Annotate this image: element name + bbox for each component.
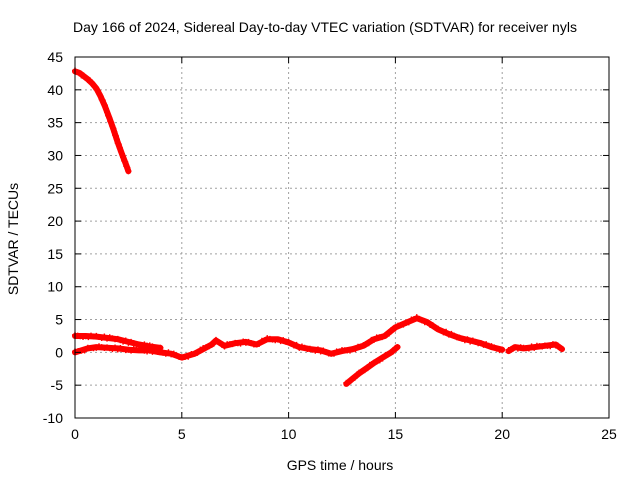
data-point-marker <box>123 163 130 170</box>
data-point-marker <box>112 132 119 139</box>
data-point-marker <box>113 136 120 143</box>
data-point-marker <box>371 359 378 366</box>
series-arc-lower <box>72 314 506 361</box>
data-point-marker <box>97 93 104 100</box>
data-point-marker <box>121 157 128 164</box>
axes: 0 5 10 15 20 25 -10 -5 0 5 10 15 20 25 30 35 40 45 <box>43 49 617 442</box>
data-point-marker <box>106 114 113 121</box>
data-point-marker <box>99 97 106 104</box>
y-tick-label: 20 <box>47 213 63 229</box>
y-tick-label: -10 <box>43 410 63 426</box>
data-point-marker <box>385 330 392 337</box>
chart-title: Day 166 of 2024, Sidereal Day-to-day VTE… <box>73 19 577 35</box>
series-late-segment <box>505 341 566 355</box>
x-tick-label: 5 <box>178 426 186 442</box>
y-axis-label: SDTVAR / TECUs <box>5 183 21 295</box>
data-point-marker <box>115 141 122 148</box>
data-point-marker <box>98 96 105 103</box>
y-tick-label: 5 <box>55 312 63 328</box>
data-point-marker <box>91 83 98 90</box>
data-point-marker <box>81 347 88 354</box>
x-tick-label: 25 <box>601 426 617 442</box>
data-point-marker <box>110 125 117 132</box>
data-point-marker <box>124 164 131 171</box>
data-point-marker <box>125 168 132 175</box>
data-point-marker <box>116 144 123 151</box>
data-point-marker <box>351 374 358 381</box>
data-point-marker <box>200 345 207 352</box>
data-point-marker <box>191 350 198 357</box>
data-point-marker <box>107 118 114 125</box>
x-tick-label: 0 <box>71 426 79 442</box>
data-point-marker <box>118 150 125 157</box>
y-tick-label: -5 <box>51 377 64 393</box>
data-point-marker <box>394 344 401 351</box>
data-point-marker <box>512 344 519 351</box>
x-tick-label: 20 <box>494 426 510 442</box>
y-tick-label: 35 <box>47 115 63 131</box>
data-point-marker <box>102 105 109 112</box>
data-point-marker <box>256 340 263 347</box>
data-point-marker <box>203 344 210 351</box>
data-point-marker <box>390 348 397 355</box>
x-tick-label: 10 <box>281 426 297 442</box>
data-point-marker <box>113 133 120 140</box>
data-point-marker <box>210 340 217 347</box>
data-point-marker <box>111 128 118 135</box>
data-point-marker <box>104 109 111 116</box>
y-tick-label: 25 <box>47 180 63 196</box>
data-point-marker <box>559 346 566 353</box>
x-tick-label: 15 <box>388 426 404 442</box>
data-point-marker <box>94 87 101 94</box>
data-point-marker <box>101 102 108 109</box>
data-point-marker <box>379 355 386 362</box>
data-point-marker <box>364 365 371 372</box>
y-tick-label: 15 <box>47 246 63 262</box>
y-tick-label: 45 <box>47 49 63 65</box>
series-early-decay <box>72 67 132 175</box>
x-axis-label: GPS time / hours <box>287 457 394 473</box>
data-point-marker <box>356 369 363 376</box>
data-point-marker <box>114 140 121 147</box>
plot-frame <box>74 56 610 419</box>
series-descending-track <box>343 344 401 387</box>
data-point-marker <box>365 340 372 347</box>
data-point-marker <box>194 349 201 356</box>
grid <box>75 57 609 418</box>
data-point-marker <box>358 368 365 375</box>
y-tick-label: 40 <box>47 82 63 98</box>
data-point-marker <box>499 346 506 353</box>
series-layer <box>72 67 566 387</box>
y-tick-label: 30 <box>47 147 63 163</box>
data-point-marker <box>185 353 192 360</box>
y-tick-label: 0 <box>55 344 63 360</box>
data-point-marker <box>108 119 115 126</box>
data-point-marker <box>120 154 127 161</box>
data-point-marker <box>89 79 96 86</box>
data-point-marker <box>373 358 380 365</box>
data-point-marker <box>122 158 129 165</box>
y-tick-label: 10 <box>47 279 63 295</box>
data-point-marker <box>382 352 389 359</box>
